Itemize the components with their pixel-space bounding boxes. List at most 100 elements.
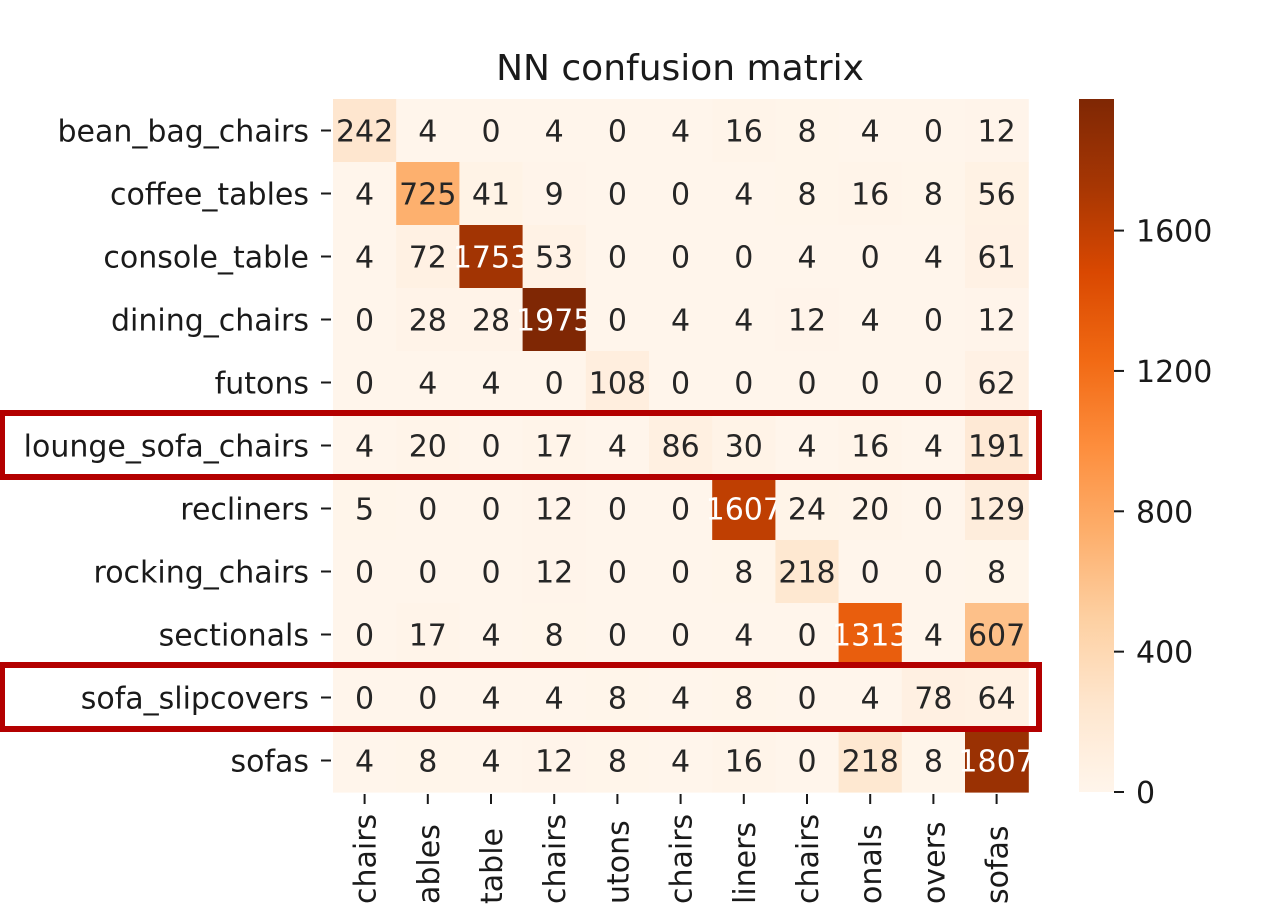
- y-axis-labels: bean_bag_chairs coffee_tables console_tabl…: [24, 115, 331, 780]
- cell-value-label: 24: [788, 493, 826, 528]
- heatmap-cell: [775, 225, 840, 289]
- cell-value-label: 0: [481, 556, 500, 591]
- cell-value-label: 8: [924, 178, 943, 213]
- heatmap-cell: [775, 540, 840, 604]
- cell-value-label: 16: [851, 178, 889, 213]
- heatmap-cell: [585, 540, 650, 604]
- heatmap-cell: [965, 351, 1029, 415]
- y-tick-label: bean_bag_chairs: [57, 115, 309, 150]
- cell-value-label: 725: [399, 178, 456, 213]
- cell-value-label: 41: [472, 178, 510, 213]
- cell-value-label: 56: [978, 178, 1016, 213]
- cell-value-label: 218: [842, 745, 899, 780]
- heatmap-cell: [901, 666, 966, 730]
- cell-value-label: 0: [545, 367, 564, 402]
- cell-value-label: 5: [355, 493, 374, 528]
- cell-value-label: 129: [968, 493, 1025, 528]
- heatmap-cell: [522, 540, 587, 604]
- heatmap-cell: [649, 99, 713, 163]
- heatmap-cell: [712, 666, 776, 730]
- heatmap-cell: [396, 351, 460, 415]
- x-axis-labels: chairs ables table chairs utons chairs liners c…: [349, 794, 1016, 904]
- cell-value-label: 0: [924, 556, 943, 591]
- cell-value-label: 1313: [832, 619, 908, 654]
- heatmap-cell: [712, 162, 776, 226]
- heatmap-cell: [775, 477, 840, 541]
- heatmap-cell: [522, 477, 587, 541]
- heatmap-cell: [585, 729, 650, 793]
- cell-value-label: 0: [355, 619, 374, 654]
- cell-value-label: 4: [418, 367, 437, 402]
- cell-value-label: 0: [797, 745, 816, 780]
- heatmap-cell: [333, 351, 397, 415]
- heatmap-cell: [901, 414, 966, 478]
- heatmap-cell: [901, 162, 966, 226]
- cell-value-label: 16: [725, 745, 763, 780]
- cell-value-label: 0: [418, 682, 437, 717]
- cell-value-label: 0: [608, 241, 627, 276]
- cell-value-label: 4: [355, 241, 374, 276]
- heatmap-cell: [585, 477, 650, 541]
- heatmap-cell: [333, 225, 397, 289]
- heatmap-cell: [585, 162, 650, 226]
- cell-value-label: 17: [535, 430, 573, 465]
- heatmap-cell: [333, 162, 397, 226]
- x-tick-label: chairs: [791, 814, 826, 904]
- heatmap-cell: [649, 351, 713, 415]
- heatmap-cell: [838, 729, 903, 793]
- heatmap-cell: [459, 162, 524, 226]
- heatmap-cell: [775, 666, 840, 730]
- cell-value-label: 64: [978, 682, 1016, 717]
- cell-value-label: 0: [608, 556, 627, 591]
- heatmap-cell: [649, 729, 713, 793]
- cell-value-label: 0: [671, 178, 690, 213]
- cell-value-label: 0: [797, 682, 816, 717]
- heatmap-cell: [965, 540, 1029, 604]
- heatmap-cell: [712, 729, 776, 793]
- cell-value-label: 0: [797, 619, 816, 654]
- colorbar-tick-label: 1200: [1136, 355, 1212, 390]
- cell-value-label: 0: [797, 367, 816, 402]
- heatmap-cell: [838, 351, 903, 415]
- heatmap-cell: [712, 477, 776, 541]
- heatmap-cell: [396, 225, 460, 289]
- heatmap-cell: [712, 414, 776, 478]
- cell-value-label: 28: [409, 304, 447, 339]
- heatmap-cell: [838, 99, 903, 163]
- y-tick-label: coffee_tables: [110, 178, 309, 213]
- cell-value-label: 4: [734, 619, 753, 654]
- heatmap-cell: [522, 288, 587, 352]
- heatmap-cell: [775, 729, 840, 793]
- cell-value-label: 12: [978, 115, 1016, 150]
- heatmap-cell: [712, 99, 776, 163]
- heatmap-cell: [522, 99, 587, 163]
- cell-value-label: 0: [608, 493, 627, 528]
- cell-value-label: 0: [481, 115, 500, 150]
- heatmap-cell: [838, 666, 903, 730]
- chart-title: NN confusion matrix: [496, 48, 864, 89]
- cell-value-label: 28: [472, 304, 510, 339]
- heatmap-cell: [649, 540, 713, 604]
- heatmap-cell: [901, 351, 966, 415]
- cell-value-label: 17: [409, 619, 447, 654]
- row-highlight-box: [0, 410, 1042, 480]
- x-tick-label: utons: [601, 820, 636, 904]
- cell-value-label: 4: [418, 115, 437, 150]
- cell-value-label: 4: [924, 619, 943, 654]
- cell-value-label: 8: [734, 682, 753, 717]
- cell-value-label: 0: [861, 241, 880, 276]
- heatmap-cell: [585, 288, 650, 352]
- heatmap-cell: [333, 414, 397, 478]
- cell-value-label: 0: [418, 493, 437, 528]
- cell-value-label: 4: [481, 745, 500, 780]
- cell-value-label: 61: [978, 241, 1016, 276]
- heatmap-cell: [522, 729, 587, 793]
- cell-value-label: 8: [797, 115, 816, 150]
- heatmap-cell: [901, 225, 966, 289]
- cell-value-label: 0: [671, 556, 690, 591]
- heatmap-cell: [396, 288, 460, 352]
- colorbar: 0 400 800 1200 1600: [1079, 99, 1212, 811]
- heatmap-cell: [965, 603, 1029, 667]
- x-tick-label: chairs: [665, 814, 700, 904]
